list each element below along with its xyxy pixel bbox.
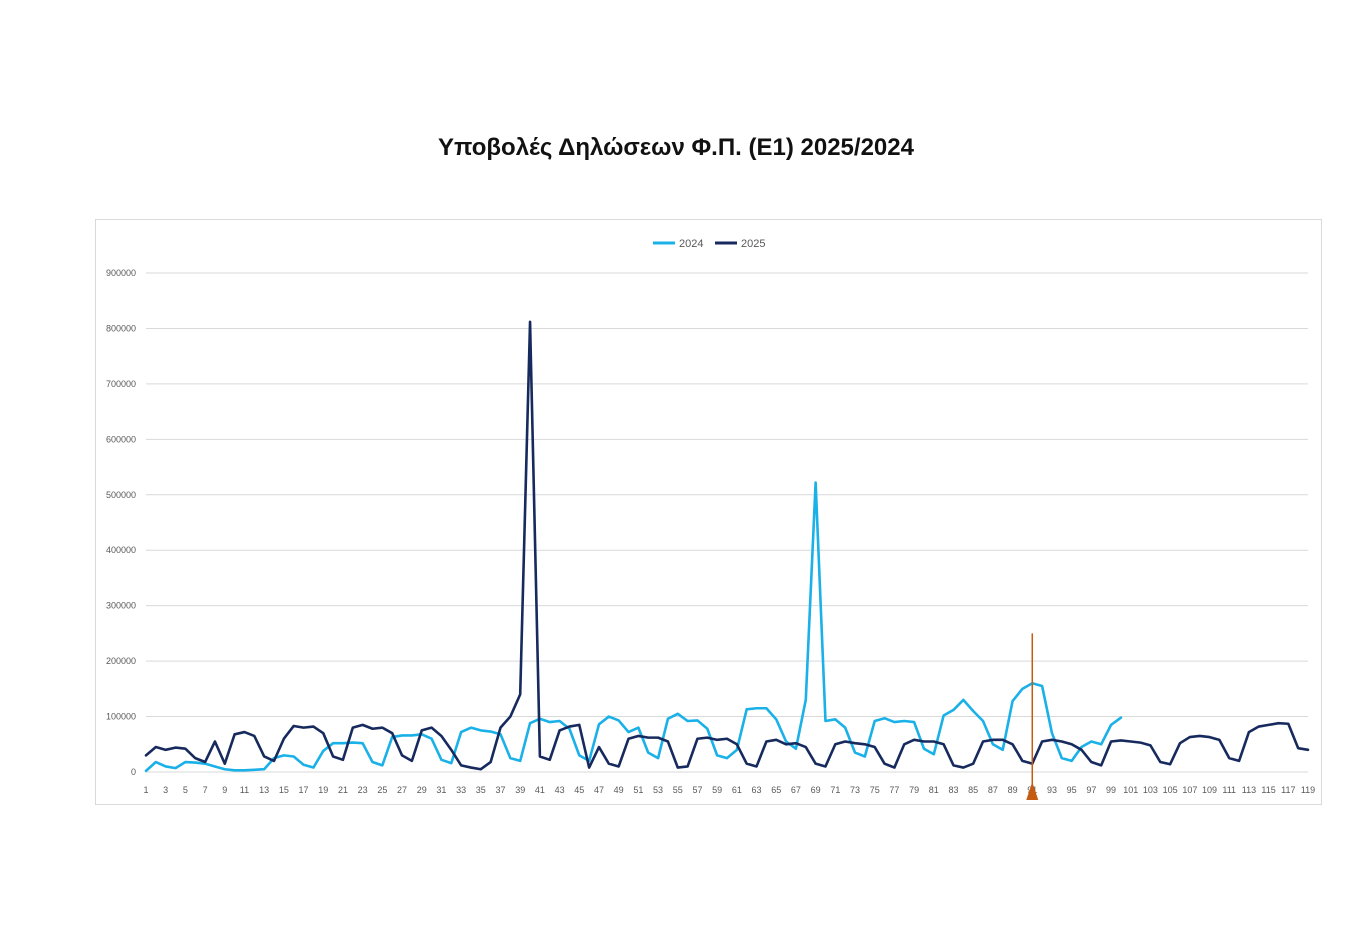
- x-tick-label: 67: [791, 785, 801, 795]
- x-tick-label: 5: [183, 785, 188, 795]
- y-tick-label: 900000: [106, 268, 136, 278]
- x-tick-label: 23: [358, 785, 368, 795]
- x-tick-label: 69: [811, 785, 821, 795]
- y-tick-label: 700000: [106, 379, 136, 389]
- x-tick-label: 55: [673, 785, 683, 795]
- legend-label: 2024: [679, 238, 703, 250]
- x-tick-label: 61: [732, 785, 742, 795]
- chart-area: 0 100000 200000 300000 400000 500000 600000 700…: [95, 219, 1322, 805]
- x-tick-label: 77: [889, 785, 899, 795]
- x-tick-label: 71: [830, 785, 840, 795]
- x-tick-label: 47: [594, 785, 604, 795]
- x-tick-label: 1: [143, 785, 148, 795]
- x-tick-label: 87: [988, 785, 998, 795]
- x-tick-label: 73: [850, 785, 860, 795]
- x-tick-label: 79: [909, 785, 919, 795]
- legend-label: 2025: [741, 238, 765, 250]
- x-tick-label: 13: [259, 785, 269, 795]
- x-tick-label: 7: [203, 785, 208, 795]
- x-tick-label: 37: [496, 785, 506, 795]
- x-tick-label: 85: [968, 785, 978, 795]
- x-tick-label: 39: [515, 785, 525, 795]
- y-tick-label: 200000: [106, 656, 136, 666]
- current-day-marker-triangle: [1026, 782, 1039, 800]
- x-tick-label: 31: [436, 785, 446, 795]
- x-tick-label: 29: [417, 785, 427, 795]
- x-tick-label: 115: [1261, 785, 1275, 795]
- x-tick-label: 9: [222, 785, 227, 795]
- series-line-2025: [144, 320, 1310, 771]
- y-tick-label: 600000: [106, 434, 136, 444]
- x-tick-label: 59: [712, 785, 722, 795]
- x-tick-label: 105: [1163, 785, 1178, 795]
- x-tick-label: 99: [1106, 785, 1116, 795]
- x-tick-label: 11: [240, 785, 249, 795]
- x-tick-label: 33: [456, 785, 466, 795]
- x-tick-label: 97: [1086, 785, 1096, 795]
- y-tick-label: 300000: [106, 601, 136, 611]
- line-chart: 0 100000 200000 300000 400000 500000 600000 700…: [106, 238, 1315, 800]
- x-tick-label: 81: [929, 785, 939, 795]
- series-line-2024: [144, 481, 1123, 773]
- x-tick-label: 111: [1222, 785, 1236, 795]
- x-tick-label: 21: [338, 785, 348, 795]
- x-tick-label: 27: [397, 785, 407, 795]
- y-tick-label: 400000: [106, 545, 136, 555]
- x-tick-label: 75: [870, 785, 880, 795]
- x-tick-label: 45: [574, 785, 584, 795]
- x-tick-label: 107: [1182, 785, 1197, 795]
- x-tick-label: 57: [692, 785, 702, 795]
- x-tick-label: 65: [771, 785, 781, 795]
- x-tick-label: 35: [476, 785, 486, 795]
- y-tick-label: 500000: [106, 490, 136, 500]
- x-tick-label: 53: [653, 785, 663, 795]
- x-tick-label: 49: [614, 785, 624, 795]
- y-tick-label: 0: [131, 767, 136, 777]
- x-tick-label: 63: [752, 785, 762, 795]
- x-tick-label: 15: [279, 785, 289, 795]
- x-tick-label: 83: [948, 785, 958, 795]
- x-tick-label: 119: [1301, 785, 1315, 795]
- x-tick-label: 17: [299, 785, 309, 795]
- x-tick-label: 51: [633, 785, 643, 795]
- x-tick-label: 95: [1067, 785, 1077, 795]
- x-tick-label: 19: [318, 785, 328, 795]
- x-tick-label: 43: [555, 785, 565, 795]
- x-tick-label: 3: [163, 785, 168, 795]
- x-tick-label: 89: [1008, 785, 1018, 795]
- x-tick-label: 103: [1143, 785, 1158, 795]
- x-tick-label: 113: [1242, 785, 1256, 795]
- chart-title: Υποβολές Δηλώσεων Φ.Π. (Ε1) 2025/2024: [438, 134, 914, 161]
- x-tick-label: 41: [535, 785, 545, 795]
- y-tick-label: 800000: [106, 323, 136, 333]
- x-tick-label: 109: [1202, 785, 1217, 795]
- y-tick-label: 100000: [106, 712, 136, 722]
- x-tick-label: 117: [1281, 785, 1295, 795]
- x-tick-label: 93: [1047, 785, 1057, 795]
- x-tick-label: 25: [377, 785, 387, 795]
- x-tick-label: 101: [1123, 785, 1138, 795]
